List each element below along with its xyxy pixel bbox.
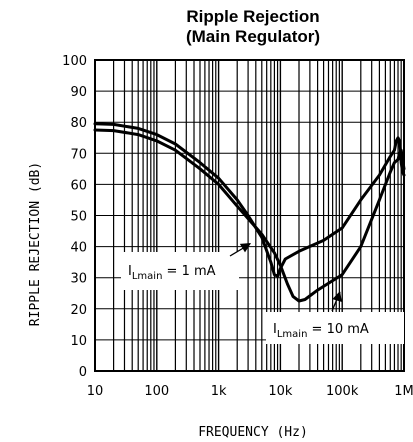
y-tick-label: 10: [70, 334, 87, 349]
series-line-2: [93, 128, 406, 303]
chart-title: Ripple Rejection: [186, 7, 319, 26]
series-label-1: ILmain = 1 mA: [128, 264, 216, 282]
series-line-1: [93, 122, 406, 278]
y-tick-label: 100: [62, 54, 87, 69]
x-tick-label: 100k: [326, 384, 359, 399]
y-tick-label: 30: [70, 272, 87, 287]
y-tick-label: 70: [70, 147, 87, 162]
plot-frame: [94, 59, 405, 372]
series-labels: ILmain = 1 mA ILmain = 10 mA: [121, 243, 404, 344]
y-tick-label: 40: [70, 241, 87, 256]
x-tick-label: 1k: [211, 384, 227, 399]
series-lines: [93, 122, 406, 303]
x-tick-label: 10: [87, 384, 104, 399]
series-callout-arrowhead-2: [332, 291, 342, 303]
series-label-box-2: [266, 312, 404, 344]
x-tick-label: 100: [144, 384, 169, 399]
y-tick-label: 80: [70, 116, 87, 131]
x-tick-label: 10k: [268, 384, 293, 399]
y-tick-label: 50: [70, 210, 87, 225]
y-tick-label: 0: [79, 365, 87, 380]
y-tick-label: 90: [70, 85, 87, 100]
x-tick-label: 1M: [394, 384, 413, 399]
y-axis-title: RIPPLE REJECTION (dB): [28, 162, 43, 326]
y-tick-label: 60: [70, 178, 87, 193]
y-tick-label: 20: [70, 303, 87, 318]
series-label-box-1: [121, 252, 239, 290]
chart-subtitle: (Main Regulator): [186, 27, 320, 46]
series-callout-arrowhead-1: [239, 243, 251, 253]
x-axis-title: FREQUENCY (Hz): [198, 425, 308, 440]
series-label-2: ILmain = 10 mA: [273, 322, 369, 340]
